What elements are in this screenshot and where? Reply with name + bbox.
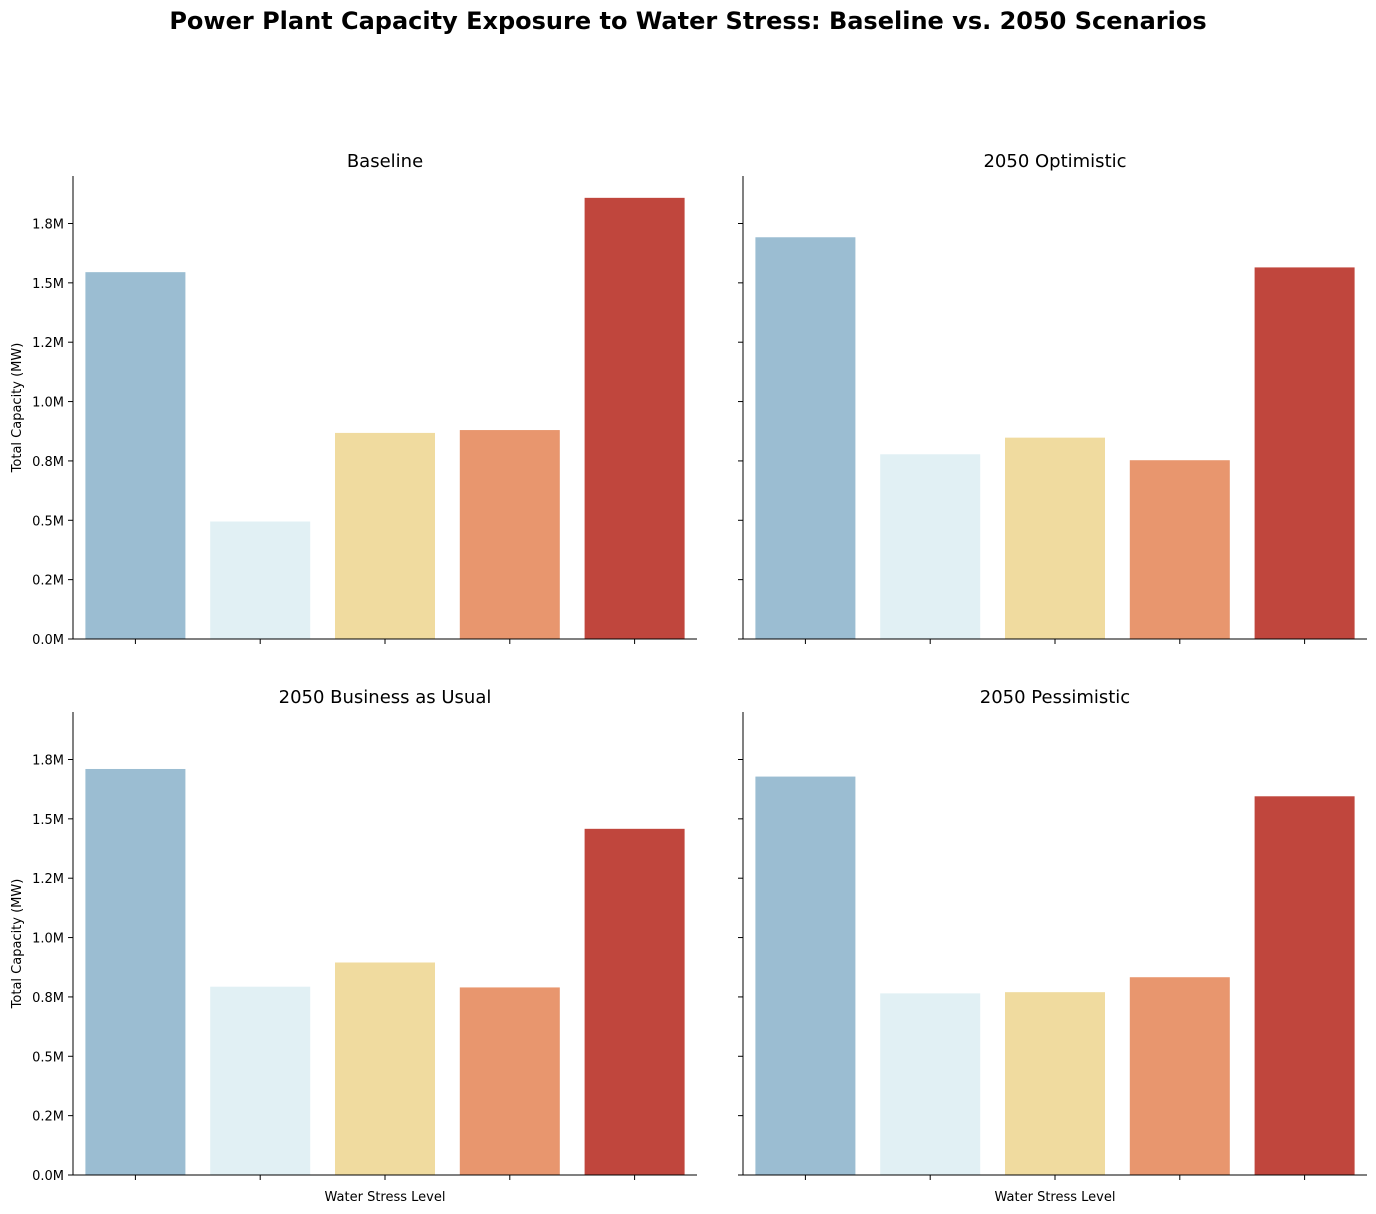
- y-tick-label: 0.0M: [32, 633, 64, 648]
- panel-3: 0.0M 0.2M 0.5M 0.8M 1.0M 1.2M 1.5M 1.8M 2050 Bus…: [10, 687, 697, 1205]
- bar: [210, 521, 311, 639]
- bar: [335, 432, 435, 639]
- bar: [584, 197, 685, 639]
- panel-title: 2050 Business as Usual: [279, 687, 492, 708]
- bar: [1005, 437, 1105, 639]
- bar: [1005, 992, 1105, 1175]
- y-tick-label: 1.8M: [32, 753, 64, 768]
- y-tick-label: 1.5M: [32, 277, 64, 292]
- panel-2: 2050 Optimistic: [738, 151, 1367, 644]
- bar: [1254, 796, 1355, 1175]
- bar: [880, 454, 981, 639]
- y-tick-label: 0.2M: [32, 1110, 64, 1125]
- bar: [1129, 460, 1230, 639]
- panels: 0.0M 0.2M 0.5M 0.8M 1.0M 1.2M 1.5M 1.8M Baseline…: [10, 151, 1367, 1205]
- bar: [85, 768, 186, 1175]
- y-axis-label: Total Capacity (MW): [10, 343, 25, 474]
- y-tick-label: 0.8M: [32, 991, 64, 1006]
- bar: [755, 776, 856, 1175]
- bar: [459, 987, 560, 1175]
- x-axis-label: Water Stress Level: [995, 1190, 1116, 1205]
- y-tick-label: 0.8M: [32, 455, 64, 470]
- panel-title: 2050 Pessimistic: [980, 687, 1130, 708]
- panel-4: 2050 Pessimistic Water Stress Level: [738, 687, 1367, 1205]
- panel-title: Baseline: [347, 151, 423, 172]
- bar: [755, 237, 856, 639]
- figure-title: Power Plant Capacity Exposure to Water S…: [169, 7, 1206, 35]
- bar: [335, 962, 435, 1175]
- y-axis-label: Total Capacity (MW): [10, 879, 25, 1010]
- y-tick-label: 1.2M: [32, 872, 64, 887]
- y-tick-label: 1.8M: [32, 217, 64, 232]
- y-tick-label: 1.5M: [32, 813, 64, 828]
- bar: [1254, 267, 1355, 639]
- bar: [584, 828, 685, 1175]
- bar: [880, 993, 981, 1175]
- bar: [210, 986, 311, 1175]
- y-tick-label: 0.2M: [32, 574, 64, 589]
- x-axis-label: Water Stress Level: [325, 1190, 446, 1205]
- y-tick-label: 0.0M: [32, 1169, 64, 1184]
- y-tick-label: 0.5M: [32, 1050, 64, 1065]
- y-tick-label: 1.0M: [32, 396, 64, 411]
- bar: [459, 430, 560, 639]
- bar: [1129, 977, 1230, 1175]
- panel-title: 2050 Optimistic: [983, 151, 1126, 172]
- bar: [85, 272, 186, 639]
- panel-1: 0.0M 0.2M 0.5M 0.8M 1.0M 1.2M 1.5M 1.8M Baseline…: [10, 151, 697, 648]
- y-tick-label: 0.5M: [32, 514, 64, 529]
- y-tick-label: 1.2M: [32, 336, 64, 351]
- y-tick-label: 1.0M: [32, 932, 64, 947]
